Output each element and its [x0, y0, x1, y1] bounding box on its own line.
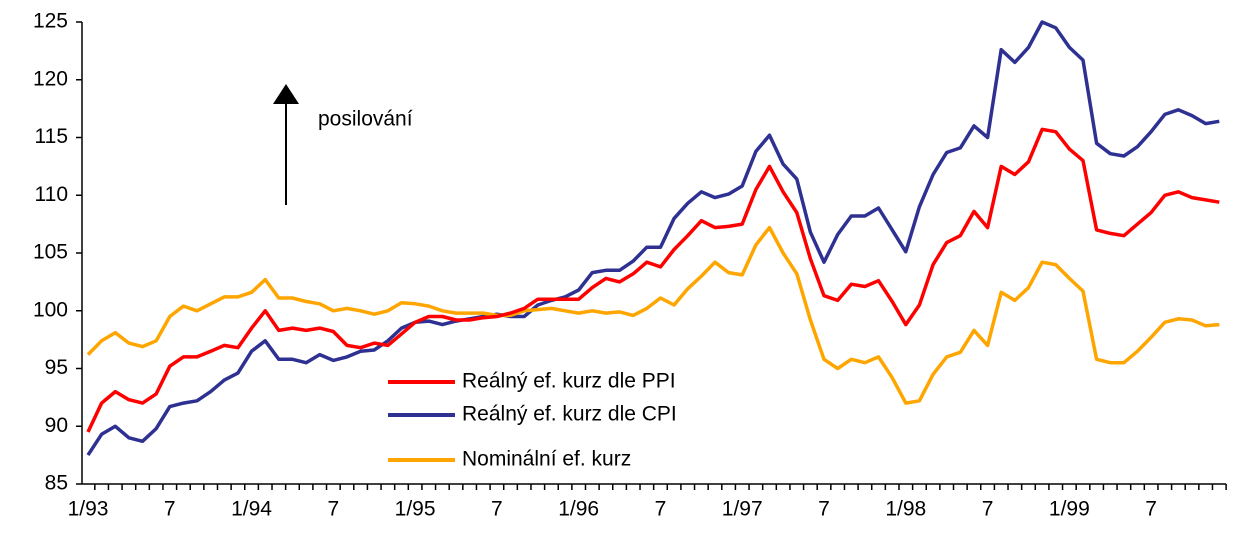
- x-tick-label: 7: [1145, 498, 1157, 521]
- y-tick-label: 105: [33, 241, 68, 264]
- y-tick-label: 110: [35, 183, 68, 206]
- legend-label: Reálný ef. kurz dle PPI: [462, 370, 676, 393]
- legend-label: Reálný ef. kurz dle CPI: [462, 403, 677, 426]
- x-tick-label: 1/96: [558, 498, 599, 521]
- x-tick-label: 1/98: [885, 498, 926, 521]
- x-tick-label: 7: [655, 498, 667, 521]
- x-tick-label: 7: [818, 498, 830, 521]
- x-tick-label: 7: [164, 498, 176, 521]
- x-tick-label: 7: [491, 498, 503, 521]
- y-tick-label: 120: [33, 67, 68, 90]
- series-line: [86, 225, 1220, 405]
- y-tick-label: 115: [35, 125, 68, 148]
- x-tick-label: 1/93: [68, 498, 109, 521]
- series-line: [86, 20, 1220, 457]
- y-tick-label: 100: [33, 298, 68, 321]
- legend-label: Nominální ef. kurz: [462, 448, 631, 471]
- y-tick-label: 85: [45, 472, 68, 495]
- x-tick-label: 1/97: [722, 498, 763, 521]
- y-tick-label: 90: [45, 414, 68, 437]
- y-tick-label: 95: [45, 356, 68, 379]
- annotation: posilování: [318, 108, 413, 131]
- y-tick-label: 125: [33, 10, 68, 33]
- x-tick-label: 7: [327, 498, 339, 521]
- x-tick-label: 1/95: [395, 498, 436, 521]
- series-line: [86, 127, 1220, 433]
- x-tick-label: 1/99: [1049, 498, 1090, 521]
- x-tick-label: 1/94: [231, 498, 272, 521]
- x-tick-label: 7: [982, 498, 994, 521]
- arrow-head: [273, 84, 299, 104]
